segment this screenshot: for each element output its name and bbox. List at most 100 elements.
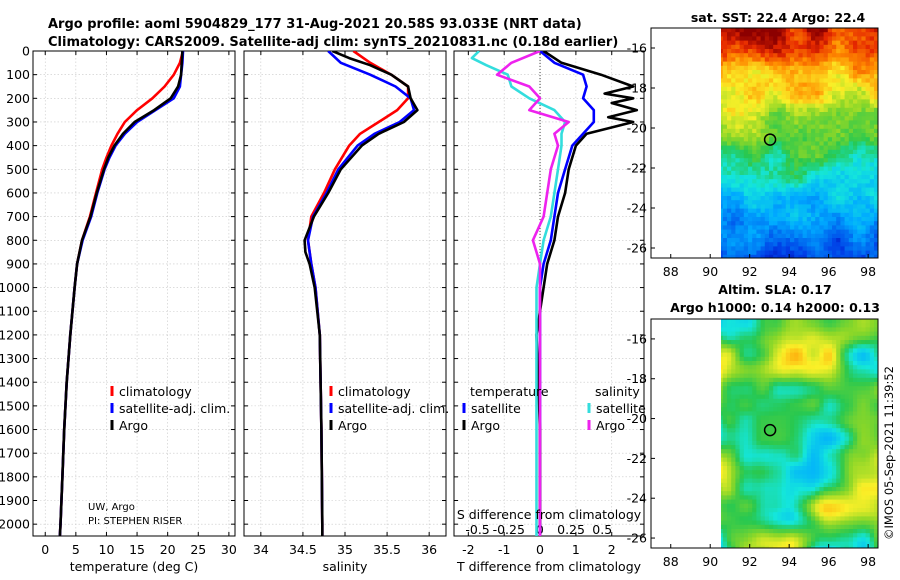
sst-cell [798,53,803,58]
sla-cell [857,428,862,433]
sst-cell [760,162,766,167]
sla-cell [865,428,871,433]
sst-cell [865,166,871,172]
sst-cell [781,145,787,151]
sst-cell [743,200,749,205]
sla-cell [785,533,791,538]
sla-cell [735,411,740,416]
sst-cell [848,36,854,41]
sst-cell [710,141,715,146]
sst-cell [756,166,761,172]
sst-cell [857,124,862,130]
sst-cell [857,221,862,226]
sst-cell [764,53,770,58]
sla-cell [727,411,732,416]
sla-cell [857,545,862,548]
sst-cell [819,175,824,180]
sst-cell [857,238,862,243]
sst-cell [790,145,795,151]
sla-cell [848,440,854,446]
sla-cell [714,336,719,341]
sla-cell [752,466,757,471]
sla-cell [752,503,757,509]
depth-tick-label: 2000 [0,517,30,532]
sst-cell [756,86,761,92]
sst-cell [832,57,837,62]
sst-cell [735,233,740,239]
sla-cell [752,335,757,341]
sla-cell [861,323,866,328]
sla-cell [748,537,753,542]
sla-cell [764,428,770,433]
sst-cell [861,53,866,58]
sla-cell [848,503,854,509]
sst-cell [844,95,850,100]
sla-cell [773,340,778,345]
sla-cell [731,398,736,404]
sst-cell [848,61,854,67]
sla-cell [781,470,787,475]
sst-cell [735,242,740,247]
sst-cell [811,44,816,50]
sst-cell [752,225,757,230]
sst-cell [710,175,715,180]
sla-cell [739,369,745,374]
sla-cell [874,411,878,416]
sst-cell [769,233,774,239]
sla-cell [840,403,845,408]
sla-cell [798,369,803,374]
sst-cell [874,175,878,180]
sst-cell [760,65,766,71]
sla-cell [785,331,791,337]
sst-cell [790,28,795,33]
sla-cell [721,461,724,467]
sst-cell [815,196,820,201]
sla-cell [727,365,732,370]
sst-cell [861,175,866,180]
sla-cell [811,319,816,324]
sst-cell [769,53,774,58]
sla-cell [865,453,871,458]
sst-cell [798,217,803,222]
sla-cell [815,352,820,358]
sst-cell [721,221,724,226]
sst-cell [865,225,871,230]
sst-cell [861,141,866,146]
sla-cell [819,335,824,341]
sst-cell [798,183,803,188]
sla-cell [874,508,878,513]
sla-cell [735,495,740,500]
sst-cell [752,116,757,121]
sla-cell [848,382,854,387]
sla-cell [721,457,724,463]
sla-cell [721,340,724,345]
sst-cell [794,133,799,138]
sla-cell [869,398,875,404]
sst-cell [790,128,795,134]
temperature-legend: climatology satellite-adj. clim. Argo [110,384,230,433]
sst-cell [764,212,770,218]
sst-cell [764,196,770,201]
sst-cell [777,44,782,50]
sla-cell [798,377,803,383]
sst-cell [777,49,782,54]
sst-cell [714,74,719,79]
sla-cell [760,398,766,404]
sla-cell [743,340,749,345]
sla-cell [785,382,791,387]
sla-cell [869,352,875,358]
sla-cell [857,365,862,370]
sla-cell [752,520,757,526]
sla-cell [722,373,728,379]
sla-cell [844,495,850,500]
sla-cell [823,436,829,442]
sst-cell [722,91,728,96]
sst-cell [815,170,820,176]
sla-cell [857,495,862,500]
sst-cell [802,74,808,79]
sst-cell [752,141,757,146]
sst-cell [802,179,808,184]
sst-cell [836,124,841,130]
sla-cell [773,453,778,458]
sst-cell [806,128,812,134]
